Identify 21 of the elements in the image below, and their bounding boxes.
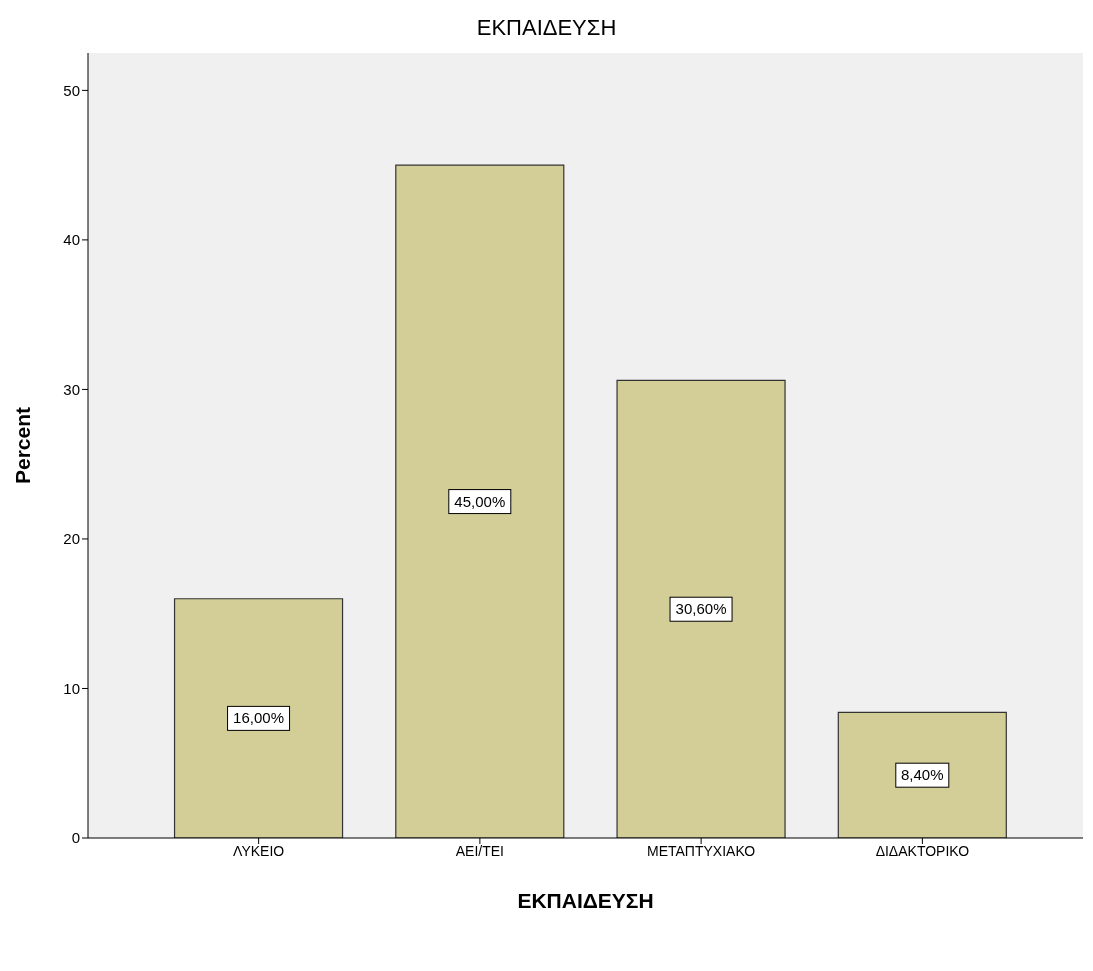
data-label: 16,00% [233, 709, 284, 727]
data-label: 8,40% [901, 766, 944, 784]
x-tick-label: ΛΥΚΕΙΟ [233, 842, 285, 859]
x-tick-label: ΑΕΙ/ΤΕΙ [455, 842, 504, 859]
bar [395, 164, 565, 838]
y-tick-label: 40 [63, 231, 80, 249]
bar [173, 598, 344, 838]
y-axis-title: Percent [11, 406, 35, 485]
x-tick-label: ΔΙΔΑΚΤΟΡΙΚΟ [875, 842, 970, 859]
bar [837, 711, 1007, 838]
y-tick-label: 0 [71, 829, 80, 847]
y-tick-label: 50 [63, 81, 80, 99]
data-label: 30,60% [675, 600, 727, 618]
y-tick-label: 10 [63, 679, 80, 697]
x-tick-label: ΜΕΤΑΠΤΥΧΙΑΚΟ [647, 842, 756, 859]
bar [616, 379, 786, 838]
x-axis-title: ΕΚΠΑΙΔΕΥΣΗ [517, 889, 654, 912]
y-tick-label: 20 [63, 530, 80, 548]
chart-title: ΕΚΠΑΙΔΕΥΣΗ [475, 14, 618, 42]
data-label: 45,00% [454, 492, 506, 510]
y-tick-label: 30 [63, 380, 80, 398]
